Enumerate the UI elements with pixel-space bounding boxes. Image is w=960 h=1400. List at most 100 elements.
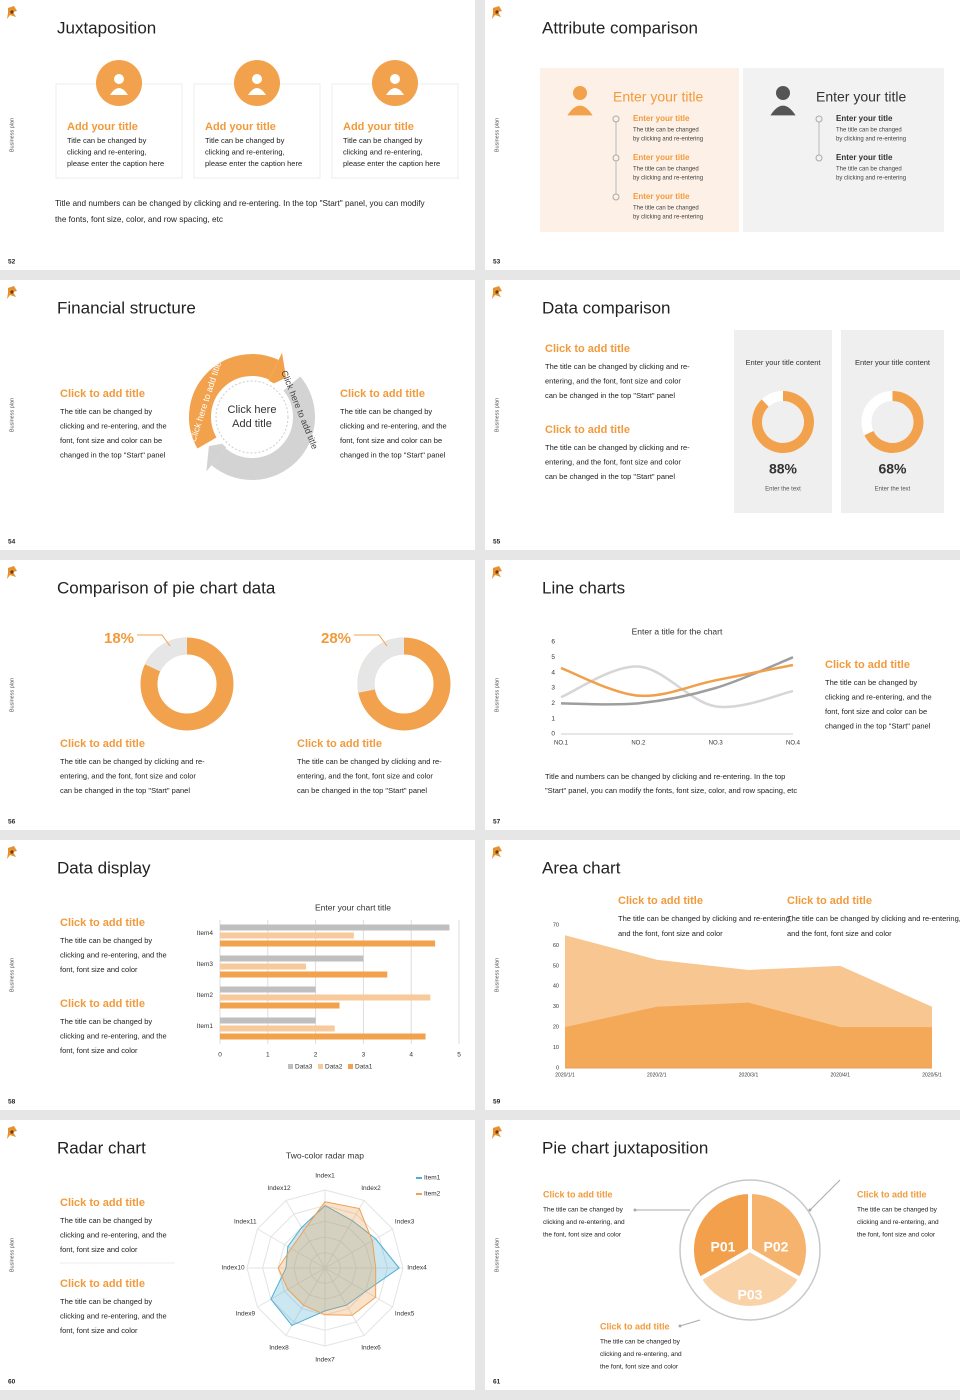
bar: [220, 971, 388, 978]
slide-number: 56: [8, 819, 16, 826]
radar-spoke: [324, 1267, 393, 1308]
donut-arc: [864, 391, 924, 453]
block-title: Click to add title: [60, 388, 145, 400]
text-line: by clicking and re-entering: [836, 176, 906, 182]
person-head: [114, 74, 124, 84]
y-tick-label: Item1: [197, 1023, 214, 1030]
text-line: The title can be changed by clicking and…: [787, 914, 960, 923]
slide-title: Data comparison: [542, 298, 671, 317]
logo-dot: [10, 10, 14, 14]
timeline-dot: [612, 193, 620, 201]
bar: [220, 963, 307, 970]
bar: [220, 932, 354, 939]
slide-title: Data display: [57, 858, 151, 877]
x-tick-label: 2020/2/1: [647, 1072, 667, 1078]
y-tick-label: 30: [553, 1004, 559, 1010]
text-line: by clicking and re-entering: [836, 137, 906, 143]
axis-label: Index2: [361, 1185, 381, 1192]
pie-segment: [697, 1247, 803, 1310]
text-line: The title can be changed by clicking and…: [60, 757, 205, 766]
legend-swatch: [288, 1064, 293, 1069]
text-line: changed in the top "Start" panel: [340, 450, 446, 459]
text-line: The title can be changed by: [543, 1207, 624, 1214]
text-line: and the font, font size and color: [618, 929, 723, 938]
text-line: clicking and re-entering,: [67, 147, 147, 156]
legend-label: Item2: [424, 1191, 441, 1198]
donut-arc: [357, 637, 405, 693]
slide-number: 57: [493, 819, 501, 826]
block-title: Click to add title: [60, 1197, 145, 1209]
side-label: Business plan: [9, 958, 15, 992]
text-line: Add title: [232, 418, 272, 430]
slide-title: Radar chart: [57, 1138, 146, 1157]
legend-label: Data1: [355, 1064, 373, 1071]
text-line: The title can be changed by: [825, 678, 917, 687]
slide-number: 61: [493, 1379, 501, 1386]
timeline-dot: [612, 115, 620, 123]
logo-dot: [495, 570, 499, 574]
person-body: [770, 105, 796, 116]
person-head: [252, 74, 262, 84]
logo-dot: [495, 850, 499, 854]
text-line: clicking and re-entering,: [205, 147, 285, 156]
y-tick-label: 1: [551, 715, 555, 722]
block-title: Click to add title: [545, 343, 630, 355]
outer-ring: [679, 1179, 821, 1321]
radar-spoke: [324, 1228, 393, 1269]
arrow-head: [265, 352, 287, 388]
timeline-dot: [815, 115, 823, 123]
text-line: The title can be changed: [836, 128, 902, 134]
axis-label: Index8: [269, 1344, 289, 1351]
block-title: Click to add title: [60, 738, 145, 750]
leader-line: [354, 634, 388, 647]
y-tick-label: 70: [553, 922, 559, 928]
segment-label: P01: [711, 1239, 736, 1255]
slide-number: 53: [493, 259, 501, 266]
logo-dot: [495, 1130, 499, 1134]
slide-title: Area chart: [542, 858, 621, 877]
text-line: font, font size and color can be: [825, 707, 927, 716]
side-label: Business plan: [494, 678, 500, 712]
slide-number: 60: [8, 1379, 16, 1386]
slide: Business plan Financial structure 54 Click …: [0, 280, 475, 550]
radar-spoke: [324, 1267, 365, 1336]
line-series: [560, 663, 794, 698]
text-line: please enter the caption here: [343, 159, 440, 168]
text-line: The title can be changed: [633, 206, 699, 212]
radar-spoke: [285, 1267, 326, 1336]
text-line: clicking and re-entering, and: [857, 1219, 939, 1226]
side-label: Business plan: [9, 118, 15, 152]
side-label: Business plan: [9, 678, 15, 712]
text-line: clicking and re-entering, and the: [340, 421, 447, 430]
card: [734, 330, 832, 513]
timeline-dot: [815, 154, 823, 162]
connector-end: [808, 1208, 812, 1212]
card: [841, 330, 944, 513]
person-body: [567, 105, 593, 116]
text-line: The title can be changed: [633, 167, 699, 173]
x-tick-label: NO.4: [786, 741, 801, 747]
text-line: by clicking and re-entering: [633, 215, 703, 221]
y-tick-label: 5: [551, 654, 555, 661]
connector: [679, 1319, 701, 1327]
leader-line: [137, 634, 171, 647]
text-line: font, font size and color can be: [60, 436, 162, 445]
chart-title: Enter a title for the chart: [632, 626, 723, 636]
text-line: by clicking and re-entering: [633, 176, 703, 182]
block-title: Click to add title: [600, 1321, 670, 1331]
logo-dot: [495, 290, 499, 294]
slide-title: Attribute comparison: [542, 18, 698, 37]
slide-title: Pie chart juxtaposition: [542, 1138, 708, 1157]
slide-title: Line charts: [542, 578, 625, 597]
text-line: clicking and re-entering, and the: [60, 1031, 167, 1040]
panel-title: Enter your title: [613, 89, 703, 105]
block-title: Click to add title: [297, 738, 382, 750]
radar-spoke: [324, 1200, 365, 1269]
x-tick-label: 2020/4/1: [831, 1072, 851, 1078]
axis-label: Index10: [221, 1265, 245, 1272]
item-title: Enter your title: [633, 114, 690, 123]
arrow-arc: [189, 354, 279, 449]
text-line: clicking and re-entering, and: [543, 1219, 625, 1226]
text-line: The title can be changed by clicking and…: [618, 914, 792, 923]
